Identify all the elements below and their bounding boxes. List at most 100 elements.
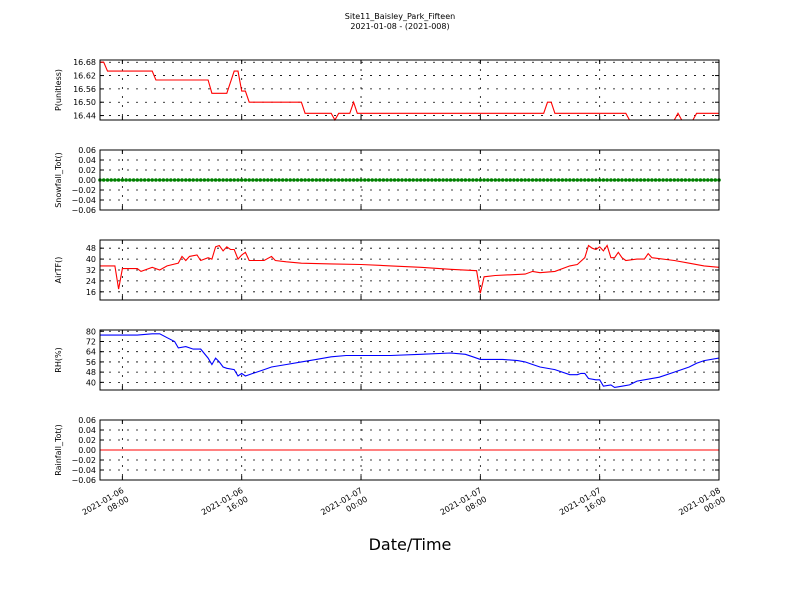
data-point xyxy=(668,178,673,182)
data-point xyxy=(441,178,445,182)
data-point xyxy=(568,178,572,182)
data-point xyxy=(650,178,654,182)
data-point xyxy=(251,178,255,182)
data-point xyxy=(687,178,691,182)
data-point xyxy=(385,178,389,182)
data-point xyxy=(515,178,520,182)
data-point xyxy=(363,178,367,182)
data-point xyxy=(713,178,718,182)
data-point xyxy=(165,178,169,182)
data-point xyxy=(433,178,438,182)
data-point xyxy=(597,178,602,182)
data-point xyxy=(541,178,546,182)
data-point xyxy=(448,178,453,182)
data-point xyxy=(497,178,501,182)
data-point xyxy=(172,178,177,182)
data-point xyxy=(377,178,382,182)
data-point xyxy=(702,178,706,182)
x-tick-label: 2021-01-0800:00 xyxy=(677,486,727,526)
data-point xyxy=(691,178,695,182)
data-point xyxy=(154,178,158,182)
data-point xyxy=(299,178,304,182)
data-point xyxy=(407,178,412,182)
data-point xyxy=(583,178,587,182)
data-point xyxy=(474,178,479,182)
data-point xyxy=(131,178,136,182)
data-point xyxy=(418,178,423,182)
data-point xyxy=(310,178,315,182)
data-point xyxy=(232,178,236,182)
series-line xyxy=(100,333,720,388)
data-point xyxy=(579,178,583,182)
y-tick-label: 80 xyxy=(86,327,96,336)
data-point xyxy=(150,178,154,182)
data-point xyxy=(486,178,490,182)
data-point xyxy=(493,178,498,182)
data-point xyxy=(538,178,542,182)
data-point xyxy=(191,178,195,182)
data-point xyxy=(635,178,639,182)
data-point xyxy=(631,178,635,182)
data-point xyxy=(489,178,494,182)
data-point xyxy=(445,178,449,182)
y-tick-label: 0.02 xyxy=(78,436,96,445)
data-point xyxy=(370,178,375,182)
y-tick-label: 0.00 xyxy=(78,446,96,455)
data-point xyxy=(277,178,281,182)
data-point xyxy=(661,178,665,182)
data-point xyxy=(180,178,184,182)
y-tick-label: 16.44 xyxy=(73,112,96,121)
y-tick-label: 0.04 xyxy=(78,156,96,165)
y-tick-label: 64 xyxy=(86,348,96,357)
series-markers xyxy=(98,178,721,182)
data-point xyxy=(120,178,125,182)
panel-3: 16 24 32 40 48 AirTF() xyxy=(54,239,720,301)
data-point xyxy=(146,178,151,182)
data-point xyxy=(459,178,464,182)
data-point xyxy=(500,178,505,182)
data-point xyxy=(620,178,624,182)
data-point xyxy=(217,178,222,182)
data-point xyxy=(288,178,293,182)
data-point xyxy=(467,178,472,182)
data-point xyxy=(325,178,330,182)
data-point xyxy=(389,178,393,182)
data-point xyxy=(318,178,322,182)
data-point xyxy=(534,178,539,182)
data-point xyxy=(128,178,132,182)
data-point xyxy=(355,178,360,182)
x-tick-label: 2021-01-0616:00 xyxy=(200,486,250,526)
data-point xyxy=(292,178,296,182)
data-point xyxy=(321,178,326,182)
series-line xyxy=(100,61,719,122)
data-point xyxy=(307,178,311,182)
data-point xyxy=(523,178,527,182)
y-tick-label: −0.06 xyxy=(71,476,96,485)
data-point xyxy=(303,178,307,182)
y-axis-label: Rainfall_Tot() xyxy=(54,424,63,476)
data-point xyxy=(262,178,266,182)
data-point xyxy=(184,178,188,182)
x-tick-label: 2021-01-0608:00 xyxy=(81,486,131,526)
data-point xyxy=(482,178,486,182)
data-point xyxy=(336,178,341,182)
data-point xyxy=(463,178,468,182)
data-point xyxy=(284,178,289,182)
data-point xyxy=(672,178,677,182)
data-point xyxy=(422,178,427,182)
data-point xyxy=(351,178,356,182)
data-point xyxy=(139,178,143,182)
data-point xyxy=(642,178,647,182)
data-point xyxy=(295,178,300,182)
data-point xyxy=(273,178,278,182)
data-point xyxy=(605,178,609,182)
data-point xyxy=(169,178,173,182)
data-point xyxy=(452,178,457,182)
data-point xyxy=(456,178,460,182)
data-point xyxy=(280,178,285,182)
data-point xyxy=(202,178,207,182)
data-point xyxy=(586,178,591,182)
data-point xyxy=(653,178,658,182)
data-point xyxy=(556,178,561,182)
y-tick-label: 40 xyxy=(86,378,96,387)
